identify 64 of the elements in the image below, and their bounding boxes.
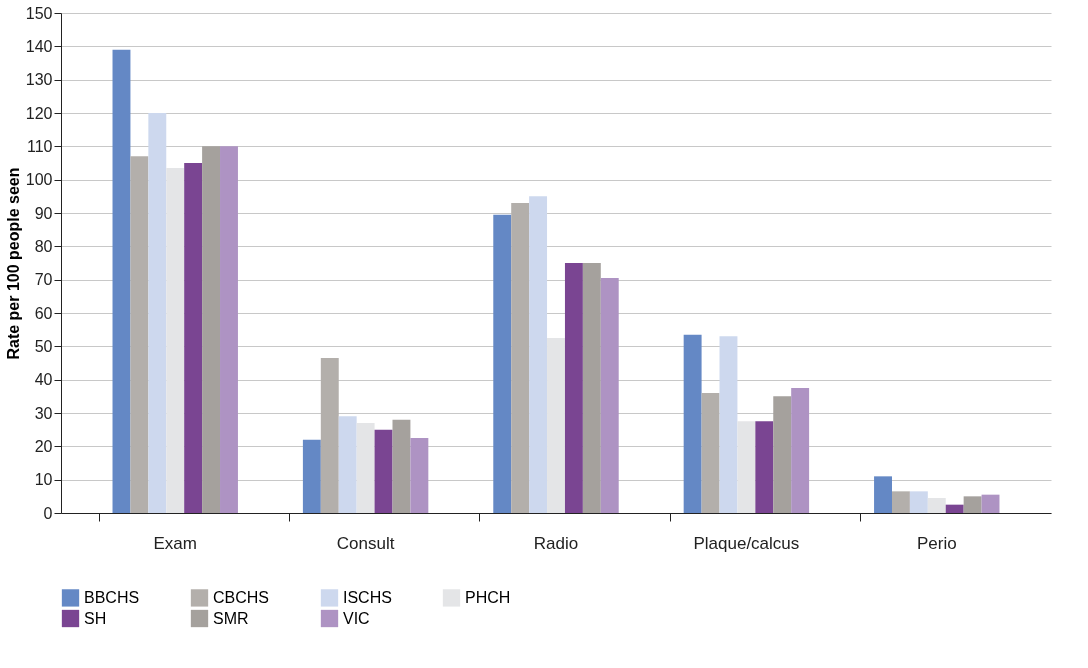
y-tick-label: 0 xyxy=(43,504,53,522)
bar xyxy=(148,113,167,513)
bar xyxy=(320,358,339,513)
bar xyxy=(701,393,720,513)
bar xyxy=(582,263,601,513)
bar xyxy=(945,504,964,513)
bar xyxy=(410,438,429,513)
bar xyxy=(302,439,321,513)
y-tick-label: 130 xyxy=(25,71,53,89)
bar xyxy=(963,496,982,513)
bar xyxy=(511,203,530,513)
legend-label: PHCH xyxy=(465,588,511,606)
bar xyxy=(874,476,892,513)
bar xyxy=(755,421,774,513)
y-tick-label: 50 xyxy=(34,337,53,355)
x-tick-label: Perio xyxy=(916,533,957,553)
bar xyxy=(909,491,928,513)
bar xyxy=(891,491,910,513)
y-tick-label: 10 xyxy=(34,471,53,489)
x-tick-label: Plaque/calcus xyxy=(693,533,800,553)
bar xyxy=(220,146,238,513)
bar xyxy=(719,336,738,513)
legend-label: SMR xyxy=(213,609,249,627)
bar xyxy=(392,419,411,513)
bar xyxy=(791,388,810,513)
y-tick-label: 100 xyxy=(25,171,53,189)
bar xyxy=(493,214,512,513)
bar xyxy=(529,196,548,513)
bar xyxy=(737,421,756,513)
bar xyxy=(202,146,221,513)
legend-label: VIC xyxy=(343,609,370,627)
bar xyxy=(166,168,185,513)
y-tick-label: 120 xyxy=(25,104,53,122)
bar xyxy=(338,416,357,513)
bar xyxy=(564,263,583,513)
legend-label: BBCHS xyxy=(84,588,140,606)
x-tick-label: Exam xyxy=(153,533,197,553)
bar xyxy=(600,278,619,513)
legend-label: SH xyxy=(84,609,107,627)
x-tick-label: Consult xyxy=(336,533,395,553)
x-tick-label: Radio xyxy=(533,533,579,553)
y-tick-label: 60 xyxy=(34,304,53,322)
y-tick-label: 80 xyxy=(34,237,53,255)
y-axis-title: Rate per 100 people seen xyxy=(4,167,22,360)
y-tick-label: 20 xyxy=(34,437,53,455)
bar xyxy=(130,156,149,513)
bar xyxy=(547,338,565,513)
bar xyxy=(374,429,393,513)
legend-label: ISCHS xyxy=(343,588,392,606)
bar xyxy=(683,334,702,513)
y-tick-label: 40 xyxy=(34,371,53,389)
y-tick-label: 140 xyxy=(25,37,53,55)
bar xyxy=(356,423,375,513)
bar xyxy=(112,49,131,513)
y-tick-label: 110 xyxy=(26,137,53,155)
bar xyxy=(927,498,946,513)
bar xyxy=(184,163,203,513)
y-tick-label: 90 xyxy=(34,204,53,222)
y-tick-label: 30 xyxy=(34,404,53,422)
y-tick-label: 150 xyxy=(25,4,53,22)
bar xyxy=(981,494,1000,513)
legend-label: CBCHS xyxy=(213,588,270,606)
y-tick-label: 70 xyxy=(34,271,53,289)
bar xyxy=(773,396,792,513)
